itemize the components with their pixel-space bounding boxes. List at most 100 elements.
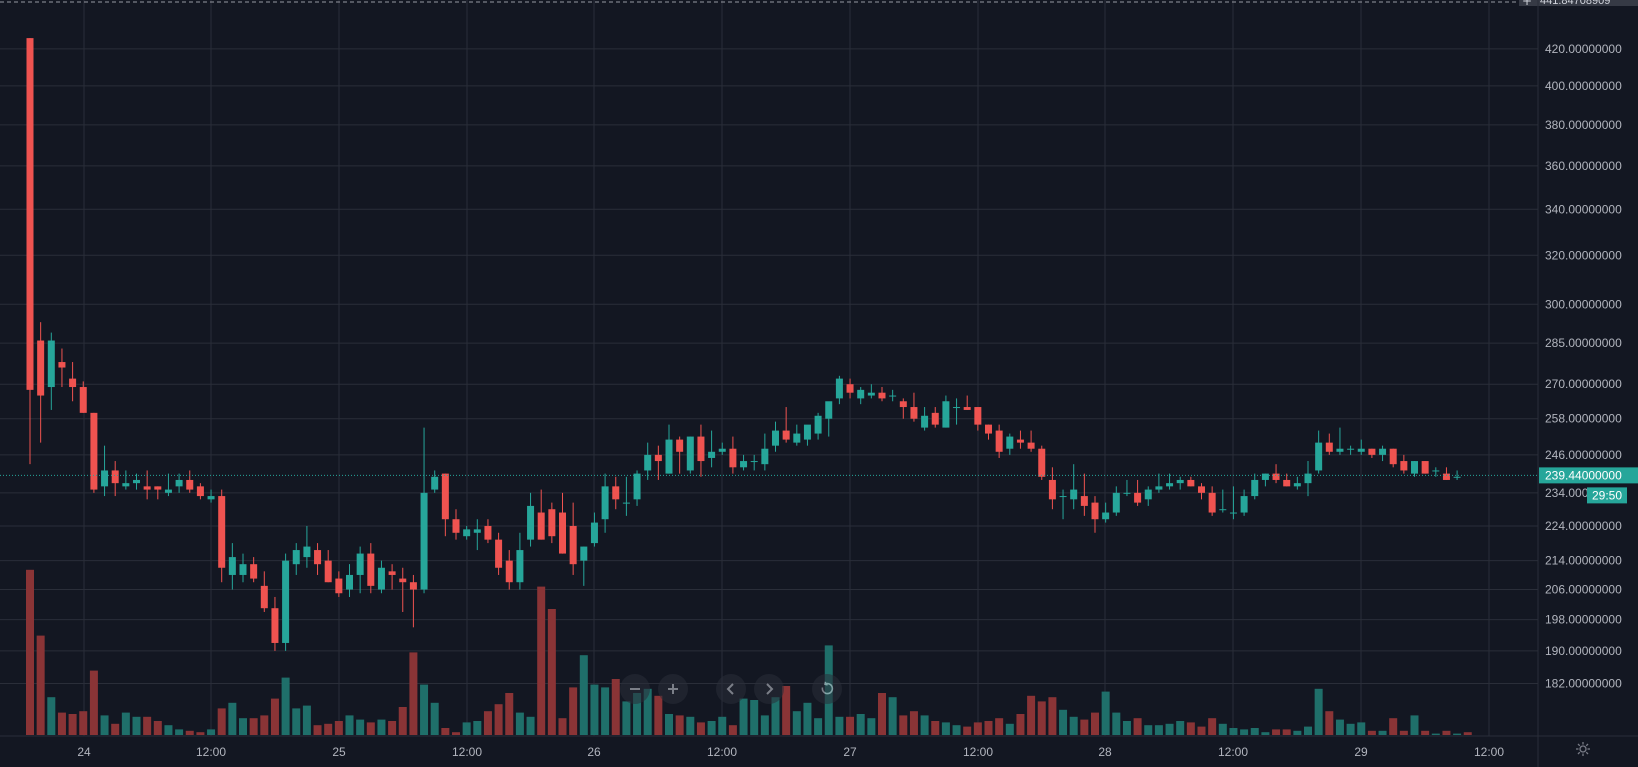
x-tick-label: 24 (77, 745, 91, 759)
candle-body (1016, 439, 1024, 443)
candle-body (1368, 448, 1376, 455)
volume-bar (1453, 733, 1462, 735)
candle-body (431, 476, 439, 490)
volume-bar (750, 700, 759, 735)
volume-bar (377, 719, 386, 735)
volume-bar (856, 714, 865, 735)
candle-body (175, 479, 183, 487)
candle-body (346, 574, 353, 590)
volume-bar (483, 711, 492, 735)
y-tick-label: 400.00000000 (1545, 79, 1622, 93)
candle-body (388, 571, 396, 575)
y-tick-label: 182.00000000 (1545, 677, 1622, 691)
candle-body (942, 401, 950, 428)
candle-body (356, 553, 364, 575)
volume-bar (420, 684, 429, 735)
volume-bar (963, 726, 972, 735)
candle-body (26, 38, 34, 390)
volume-bar (1186, 722, 1195, 735)
volume-bar (313, 725, 322, 735)
volume-bar (1346, 723, 1355, 735)
volume-bar (995, 718, 1004, 735)
chart-settings-button[interactable] (1574, 740, 1592, 758)
reset-chart-button[interactable] (812, 674, 842, 704)
volume-bar (68, 714, 77, 735)
candle-body (825, 401, 833, 419)
volume-bar (1240, 729, 1249, 735)
candle-body (122, 483, 130, 487)
candle-body (803, 424, 811, 440)
y-tick-label: 360.00000000 (1545, 159, 1622, 173)
zoom-in-button[interactable] (658, 674, 688, 704)
volume-bar (1250, 728, 1259, 735)
volume-bar (217, 708, 226, 735)
candle-body (452, 519, 460, 533)
volume-bar (973, 722, 982, 735)
y-tick-label: 320.00000000 (1545, 248, 1622, 262)
volume-bar (665, 714, 673, 735)
reset-icon (821, 681, 834, 695)
candle-body (665, 439, 673, 474)
candle-body (889, 395, 897, 397)
candle-body (292, 550, 300, 565)
volume-bar (909, 711, 918, 735)
candle-body (1379, 448, 1387, 455)
volume-bar (803, 702, 812, 735)
volume-bar (132, 716, 141, 735)
volume-bar (473, 721, 482, 735)
candle-body (729, 448, 737, 468)
candle-body (1229, 512, 1237, 514)
scroll-left-button[interactable] (716, 674, 746, 704)
volume-bar (547, 609, 556, 735)
candle-body (1038, 448, 1046, 477)
y-tick-label: 340.00000000 (1545, 202, 1622, 216)
candle-body (79, 387, 87, 413)
volume-bar (1208, 718, 1217, 735)
minus-icon (630, 688, 640, 690)
candle-body (537, 512, 545, 540)
candle-body (441, 473, 449, 520)
volume-bar (1229, 728, 1238, 735)
volume-bar (622, 701, 631, 735)
plus-icon: + (1522, 0, 1532, 8)
zoom-out-button[interactable] (620, 674, 650, 704)
candle-body (633, 473, 641, 500)
volume-bar (47, 697, 56, 735)
volume-bar (1357, 722, 1366, 735)
scroll-right-button[interactable] (754, 674, 784, 704)
candle-body (1187, 479, 1195, 487)
candle-body (1411, 461, 1418, 474)
candle-body (1315, 442, 1323, 471)
candle-body (931, 412, 939, 425)
volume-bar (760, 715, 769, 735)
candle-body (473, 529, 481, 533)
volume-bar (89, 670, 98, 735)
candle-body (409, 582, 417, 590)
last-price-tag (1539, 467, 1638, 484)
volume-bar (888, 697, 897, 735)
candle-body (1453, 476, 1461, 478)
volume-bar (899, 715, 908, 735)
x-tick-label: 12:00 (963, 745, 993, 759)
y-tick-label: 246.00000000 (1545, 448, 1622, 462)
volume-bar (462, 722, 471, 735)
volume-bar (1080, 719, 1089, 735)
candle-body (601, 486, 609, 520)
candle-body (314, 550, 322, 565)
candle-body (133, 479, 140, 484)
candle-body (101, 470, 109, 487)
volume-bar (696, 722, 705, 735)
countdown-label: 29:50 (1592, 488, 1622, 502)
candle-body (1219, 509, 1227, 511)
candle-body (1389, 448, 1397, 465)
volume-bar (1261, 732, 1270, 735)
volume-bar (1218, 723, 1227, 735)
candle-body (963, 407, 971, 410)
candle-body (1144, 489, 1152, 500)
candle-body (58, 362, 66, 368)
candle-body (899, 401, 907, 408)
volume-bar (1399, 730, 1408, 735)
candle-body (1155, 486, 1163, 490)
